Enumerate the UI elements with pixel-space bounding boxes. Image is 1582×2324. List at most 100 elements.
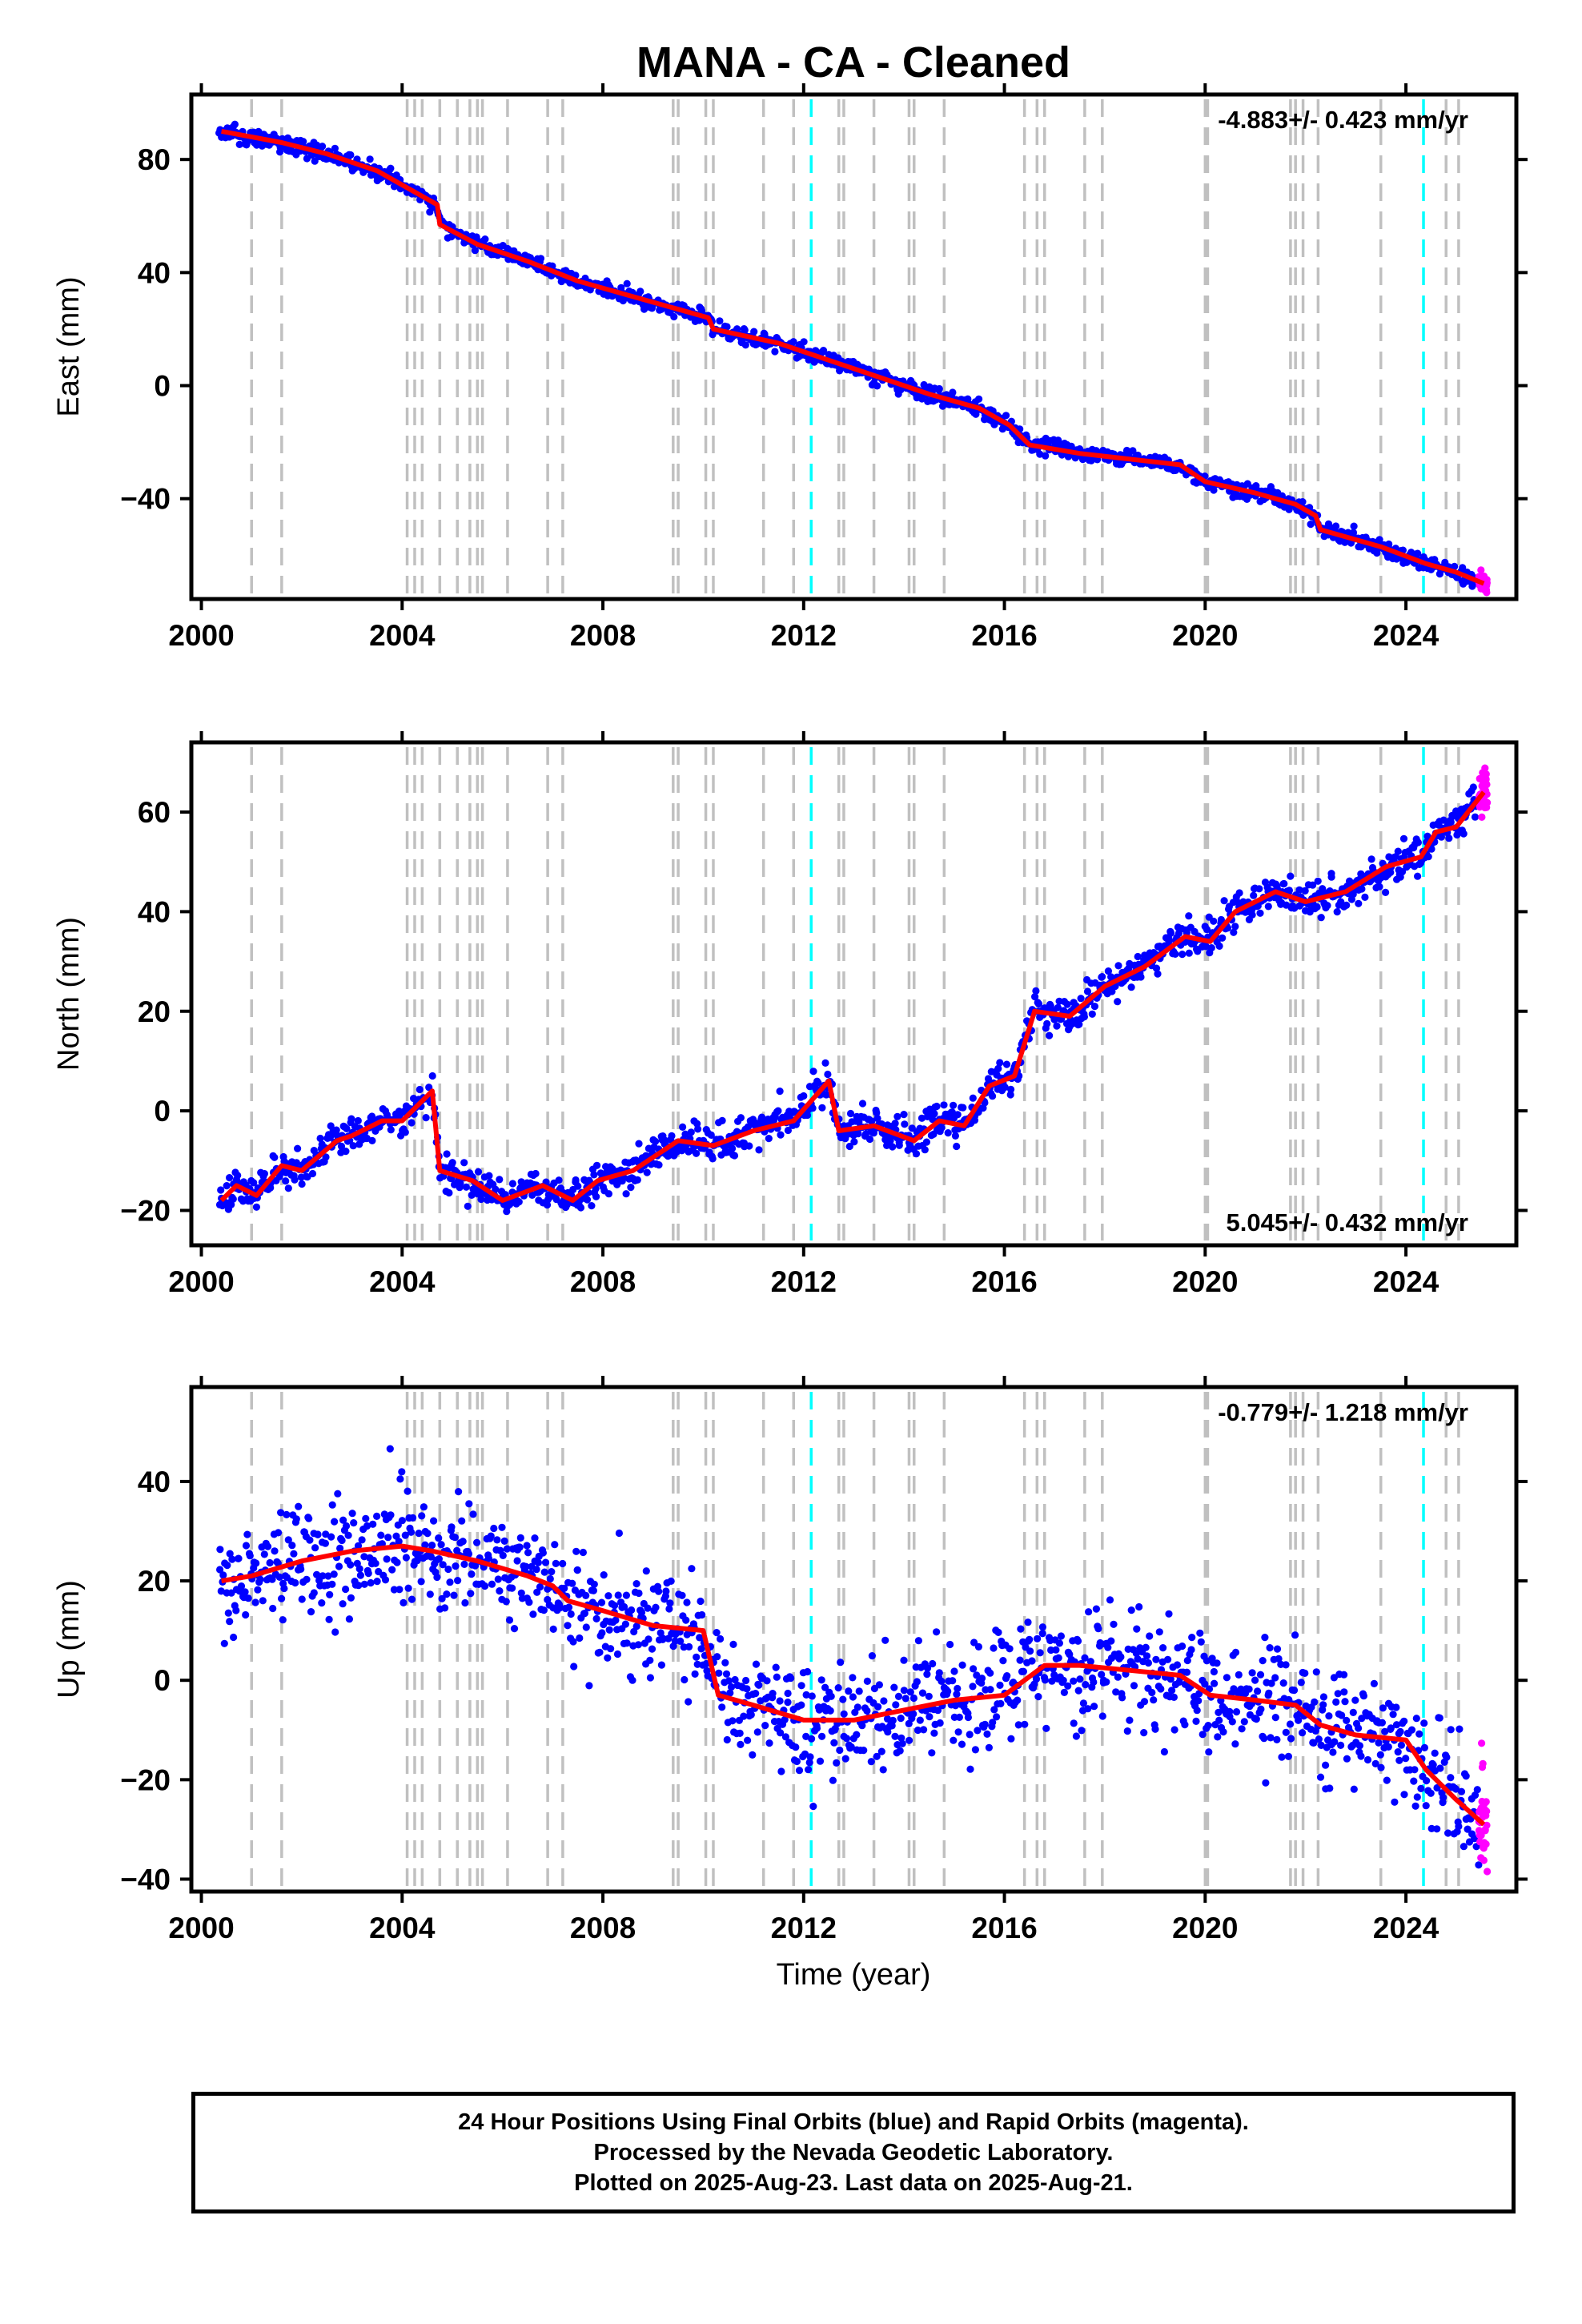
final-orbit-point — [444, 1565, 452, 1574]
final-orbit-point — [873, 1108, 881, 1117]
final-orbit-point — [1014, 1721, 1022, 1729]
final-orbit-point — [1199, 1731, 1207, 1739]
final-orbit-point — [1398, 868, 1407, 876]
final-orbit-point — [1140, 1698, 1149, 1706]
final-orbit-point — [1201, 1680, 1209, 1688]
final-orbit-point — [929, 1659, 937, 1668]
final-orbit-point — [873, 1752, 881, 1760]
final-orbit-point — [1400, 1717, 1408, 1725]
final-orbit-point — [1355, 1724, 1363, 1732]
final-orbit-point — [868, 1652, 876, 1660]
final-orbit-point — [990, 1706, 998, 1714]
final-orbit-point — [667, 1577, 675, 1585]
plot-frame — [189, 1385, 1519, 1894]
final-orbit-point — [360, 1553, 368, 1561]
final-orbit-point — [1130, 1682, 1138, 1690]
final-orbit-point — [1231, 1648, 1240, 1656]
final-orbit-point — [596, 1648, 604, 1656]
rapid-orbit-point — [1483, 1821, 1491, 1829]
final-orbit-point — [826, 1707, 834, 1715]
final-orbit-point — [1417, 1784, 1425, 1792]
final-orbit-point — [914, 1637, 922, 1645]
final-orbit-point — [384, 1534, 392, 1542]
final-orbit-point — [388, 1566, 396, 1574]
final-orbit-point — [1278, 1753, 1286, 1761]
final-orbit-point — [891, 1120, 899, 1128]
final-orbit-point — [1202, 943, 1210, 951]
final-orbit-point — [1261, 1634, 1269, 1642]
final-orbit-point — [953, 1142, 961, 1151]
final-orbit-point — [559, 1559, 567, 1568]
final-orbit-point — [813, 1724, 821, 1732]
y-axis-label: Up (mm) — [52, 1580, 86, 1699]
final-orbit-point — [842, 1735, 851, 1743]
final-orbit-point — [1187, 1646, 1195, 1654]
final-orbit-point — [849, 1693, 857, 1701]
final-orbit-point — [774, 1107, 782, 1115]
final-orbit-point — [909, 1694, 917, 1703]
rapid-orbit-point — [1478, 813, 1486, 821]
final-orbit-point — [821, 1059, 829, 1067]
final-orbit-point — [853, 1703, 861, 1711]
final-orbit-point — [1151, 1725, 1159, 1733]
final-orbit-point — [252, 1203, 260, 1211]
final-orbit-point — [873, 1114, 881, 1123]
final-orbit-point — [305, 1514, 313, 1522]
final-orbit-point — [1332, 522, 1340, 530]
final-orbit-point — [308, 1169, 317, 1178]
final-orbit-point — [1090, 1003, 1098, 1011]
final-orbit-point — [847, 1743, 855, 1751]
final-orbit-point — [1322, 1761, 1330, 1769]
final-orbit-point — [1460, 1843, 1468, 1851]
final-orbit-point — [850, 1138, 858, 1146]
final-orbit-point — [259, 1597, 267, 1605]
rapid-orbit-point — [1483, 780, 1491, 789]
final-orbit-point — [1256, 1671, 1265, 1679]
final-orbit-point — [492, 1185, 500, 1193]
final-orbit-point — [944, 1687, 952, 1695]
x-tick-label: 2004 — [369, 1265, 436, 1298]
final-orbit-point — [568, 1579, 576, 1587]
final-orbit-point — [298, 1595, 306, 1603]
final-orbit-point — [1090, 1703, 1098, 1711]
final-orbit-point — [252, 1559, 260, 1567]
final-orbit-point — [1400, 1791, 1408, 1799]
final-orbit-point — [319, 143, 327, 151]
final-orbit-point — [959, 1104, 967, 1112]
final-orbit-point — [1338, 1711, 1346, 1719]
final-orbit-point — [682, 1616, 690, 1624]
final-orbit-point — [1433, 1825, 1441, 1833]
final-orbit-point — [1083, 987, 1092, 995]
final-orbit-point — [723, 323, 731, 331]
final-orbit-point — [573, 1566, 581, 1574]
final-orbit-point — [1210, 486, 1218, 494]
final-orbit-point — [892, 1701, 900, 1709]
final-orbit-point — [1126, 1716, 1134, 1724]
final-orbit-point — [1256, 909, 1264, 917]
final-orbit-point — [467, 1590, 475, 1598]
final-orbit-point — [452, 1562, 460, 1570]
final-orbit-point — [1248, 1669, 1256, 1677]
final-orbit-point — [531, 1534, 539, 1542]
final-orbit-point — [1127, 1606, 1135, 1614]
final-orbit-point — [1452, 1785, 1460, 1793]
final-orbit-point — [1157, 1685, 1165, 1693]
final-orbit-point — [473, 1538, 481, 1546]
model-line — [221, 128, 1485, 586]
final-orbit-point — [1255, 885, 1263, 893]
final-orbit-point — [688, 1565, 696, 1573]
final-orbit-point — [336, 1544, 344, 1552]
final-orbit-point — [985, 1743, 993, 1751]
x-tick-label: 2024 — [1373, 1265, 1439, 1298]
final-orbit-point — [808, 1692, 816, 1700]
final-orbit-point — [1469, 783, 1477, 791]
final-orbit-point — [891, 1732, 899, 1740]
final-orbit-point — [523, 1542, 531, 1550]
final-orbit-point — [1394, 847, 1402, 855]
final-orbit-point — [579, 1548, 588, 1557]
final-orbit-point — [1275, 1655, 1283, 1663]
final-orbit-point — [989, 1092, 997, 1100]
final-orbit-point — [1413, 1793, 1421, 1801]
final-orbit-point — [1287, 1735, 1295, 1743]
final-orbit-point — [275, 1573, 283, 1581]
